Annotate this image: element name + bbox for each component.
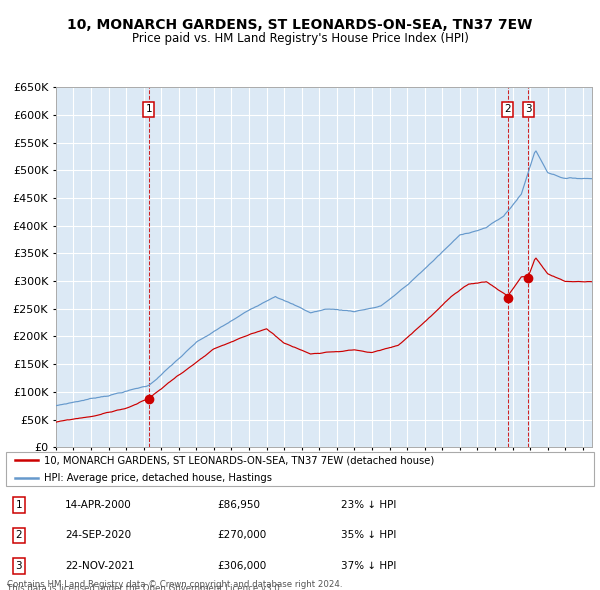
Text: £270,000: £270,000 [218, 530, 267, 540]
Text: 22-NOV-2021: 22-NOV-2021 [65, 560, 134, 571]
Text: 24-SEP-2020: 24-SEP-2020 [65, 530, 131, 540]
Text: 1: 1 [16, 500, 22, 510]
Text: 3: 3 [525, 104, 532, 114]
Text: £86,950: £86,950 [218, 500, 260, 510]
Text: 23% ↓ HPI: 23% ↓ HPI [341, 500, 397, 510]
Text: 3: 3 [16, 560, 22, 571]
Text: 2: 2 [16, 530, 22, 540]
Text: HPI: Average price, detached house, Hastings: HPI: Average price, detached house, Hast… [44, 473, 272, 483]
Text: Contains HM Land Registry data © Crown copyright and database right 2024.: Contains HM Land Registry data © Crown c… [7, 579, 343, 589]
FancyBboxPatch shape [6, 452, 594, 486]
Text: 14-APR-2000: 14-APR-2000 [65, 500, 131, 510]
Text: 10, MONARCH GARDENS, ST LEONARDS-ON-SEA, TN37 7EW: 10, MONARCH GARDENS, ST LEONARDS-ON-SEA,… [67, 18, 533, 32]
Text: Price paid vs. HM Land Registry's House Price Index (HPI): Price paid vs. HM Land Registry's House … [131, 32, 469, 45]
Text: 2: 2 [505, 104, 511, 114]
Text: This data is licensed under the Open Government Licence v3.0.: This data is licensed under the Open Gov… [7, 584, 283, 590]
Text: £306,000: £306,000 [218, 560, 267, 571]
Text: 1: 1 [145, 104, 152, 114]
Text: 10, MONARCH GARDENS, ST LEONARDS-ON-SEA, TN37 7EW (detached house): 10, MONARCH GARDENS, ST LEONARDS-ON-SEA,… [44, 455, 434, 466]
Text: 37% ↓ HPI: 37% ↓ HPI [341, 560, 397, 571]
Text: 35% ↓ HPI: 35% ↓ HPI [341, 530, 397, 540]
